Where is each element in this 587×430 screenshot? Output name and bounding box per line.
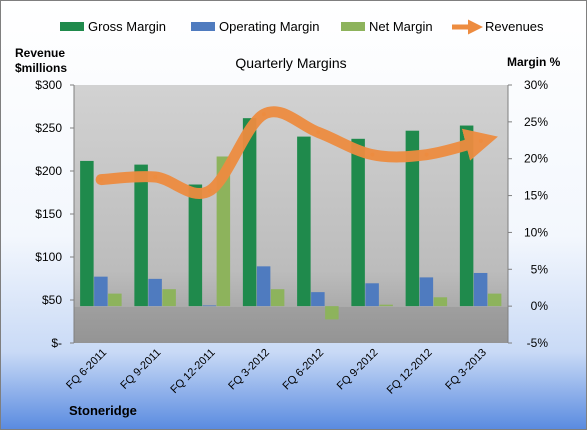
chart-title: Quarterly Margins [235,55,346,71]
right-tick-label: 10% [524,225,548,239]
bar-operating-margin [419,277,434,307]
right-axis-tick-labels: -5% 0% 5% 10% 15% 20% 25% 30% [508,78,548,350]
category-label: FQ 12-2011 [168,347,217,396]
bar-net-margin [379,304,393,307]
bar-net-margin [162,289,176,307]
bar-net-margin [216,156,231,307]
bar-gross-margin [80,160,94,307]
left-axis-title-line2: $millions [15,61,67,75]
revenue-point [316,130,321,135]
left-tick-label: $200 [35,164,62,178]
revenue-line [95,106,498,199]
floor-band [74,307,508,343]
category-label: FQ 6-2012 [281,347,327,393]
category-label: FQ 3-2013 [443,347,489,393]
left-tick-label: $100 [35,250,62,264]
company-name: Stoneridge [69,403,137,418]
bar-net-margin [270,289,285,307]
left-tick-label: $250 [35,121,62,135]
right-tick-label: 15% [524,189,548,203]
left-tick-label: $300 [35,78,62,92]
legend-swatch-operating-margin [191,22,215,31]
category-label: FQ 9-2011 [118,347,163,392]
legend-label-net-margin: Net Margin [369,19,433,34]
revenue-point [99,177,104,182]
bar-net-margin [108,293,122,307]
bar-gross-margin [351,138,365,307]
right-tick-label: 5% [531,262,549,276]
bar-net-margin [487,293,502,307]
bar-gross-margin [297,136,311,307]
bar-operating-margin [148,278,162,307]
revenue-point [424,152,429,157]
bar-net-margin [433,297,448,307]
revenue-point [153,175,158,180]
bar-gross-margin [134,164,148,307]
legend-label-revenues: Revenues [485,19,544,34]
right-tick-label: 30% [524,78,548,92]
revenue-line-layer [95,106,498,199]
revenue-point [261,112,266,117]
bar-operating-margin [256,266,271,307]
left-axis-title-line1: Revenue [15,46,65,60]
right-tick-label: -5% [527,336,549,350]
left-tick-label: $150 [35,207,62,221]
category-label: FQ 6-2011 [64,347,109,392]
bar-operating-margin [473,272,488,307]
bar-gross-margin [188,184,203,307]
legend-swatch-gross-margin [60,22,84,31]
revenue-point [370,152,375,157]
right-axis-title: Margin % [507,55,561,69]
bar-gross-margin [242,118,257,307]
category-label: FQ 3-2012 [226,347,272,393]
legend-label-gross-margin: Gross Margin [88,19,166,34]
right-tick-label: 25% [524,115,548,129]
bar-operating-margin [94,276,108,307]
left-tick-label: $- [51,336,62,350]
bar-operating-margin [365,283,379,307]
right-tick-label: 20% [524,152,548,166]
category-label: FQ 12-2012 [385,347,435,397]
bar-gross-margin [459,125,474,307]
left-axis-tick-labels: $- $50 $100 $150 $200 $250 $300 [35,78,74,350]
legend-label-operating-margin: Operating Margin [219,19,319,34]
bar-gross-margin [405,130,420,307]
bar-operating-margin [202,305,217,307]
right-tick-label: 0% [531,299,549,313]
bar-net-margin [325,306,339,320]
revenue-point [478,138,483,143]
revenue-point [207,188,212,193]
category-label: FQ 9-2012 [335,347,381,393]
category-labels: FQ 6-2011 FQ 9-2011 FQ 12-2011 FQ 3-2012 FQ … [64,347,489,397]
left-tick-label: $50 [42,293,62,307]
legend: Gross Margin Operating Margin Net Margin… [60,19,544,35]
bar-operating-margin [311,292,325,307]
legend-swatch-net-margin [341,22,365,31]
bars-layer [80,118,502,320]
